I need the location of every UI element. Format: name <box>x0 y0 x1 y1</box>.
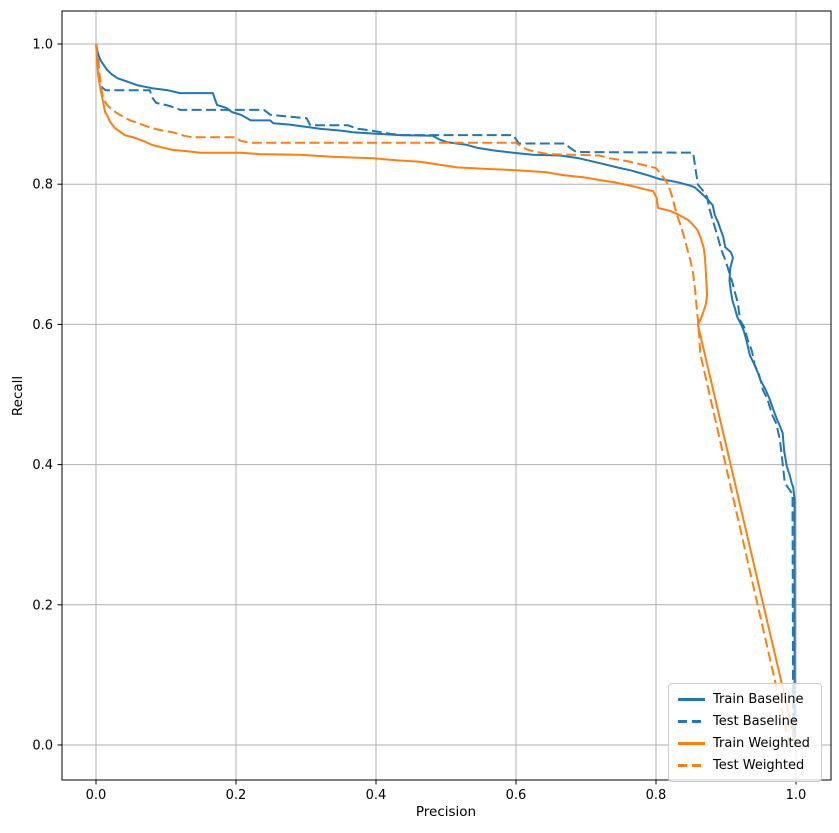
curve-train-weighted <box>95 43 797 742</box>
legend-item-test-baseline: Test Baseline <box>678 712 812 731</box>
x-tick-label: 0.0 <box>86 788 107 803</box>
legend-line-sample-dashed <box>678 720 705 723</box>
x-tick-label: 1.0 <box>786 788 807 803</box>
legend: Train Baseline Test Baseline Train Weighte… <box>668 683 822 782</box>
y-tick-label: 0.6 <box>32 318 53 333</box>
x-axis-label: Precision <box>416 804 476 820</box>
curve-test-weighted <box>95 43 790 743</box>
legend-line-sample-solid <box>678 742 705 745</box>
legend-label: Train Baseline <box>713 692 804 707</box>
curves <box>95 43 797 743</box>
curve-train-baseline <box>95 43 796 743</box>
y-tick-label: 0.2 <box>32 598 53 613</box>
y-tick-label: 1.0 <box>32 38 53 53</box>
grid-lines <box>62 11 831 780</box>
x-tick-label: 0.8 <box>646 788 667 803</box>
legend-item-test-weighted: Test Weighted <box>678 756 812 775</box>
axis-ticks: 0.0 0.2 0.4 0.6 0.8 1.0 0.0 0.2 0.4 0.6 0.8 1.0 <box>32 38 806 804</box>
y-axis-label: Recall <box>10 376 26 416</box>
x-tick-label: 0.4 <box>366 788 387 803</box>
legend-label: Test Weighted <box>713 758 805 773</box>
x-tick-label: 0.6 <box>506 788 527 803</box>
x-tick-label: 0.2 <box>226 788 247 803</box>
y-tick-label: 0.4 <box>32 458 53 473</box>
legend-label: Test Baseline <box>713 714 798 729</box>
legend-item-train-weighted: Train Weighted <box>678 734 812 753</box>
axes-spines <box>61 10 832 781</box>
legend-label: Train Weighted <box>713 736 810 751</box>
y-tick-label: 0.0 <box>32 739 53 754</box>
legend-line-sample-dashed <box>678 764 705 767</box>
legend-item-train-baseline: Train Baseline <box>678 690 812 709</box>
y-tick-label: 0.8 <box>32 178 53 193</box>
curve-test-baseline <box>95 43 795 743</box>
legend-line-sample-solid <box>678 698 705 701</box>
